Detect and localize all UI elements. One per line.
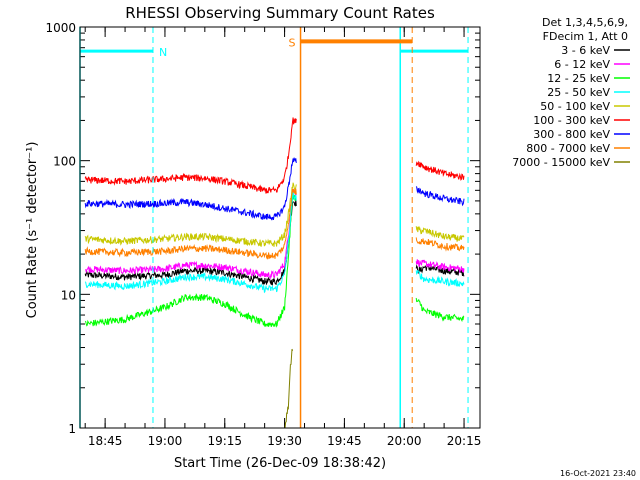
plot-frame [79,26,481,429]
annotation-label: N [159,46,167,59]
series-line-5 [84,117,465,194]
timestamp: 16-Oct-2021 23:40 [560,469,636,478]
x-tick-label: 20:00 [387,434,422,448]
legend-entry: 300 - 800 keV [533,128,610,141]
x-tick-label: 18:45 [88,434,123,448]
series-line-2 [84,194,465,328]
legend-entry: 800 - 7000 keV [526,142,610,155]
legend-header: Det 1,3,4,5,6,9, [542,16,628,29]
y-tick-label: 1 [68,422,76,436]
series-line-6 [84,156,465,221]
y-tick-label: 10 [61,288,76,302]
x-tick-label: 19:30 [267,434,302,448]
plot-area: 1 10 100 1000 18:45 19:00 19:15 19:30 19:45 20:00… [45,21,481,448]
legend-entry: 50 - 100 keV [540,100,610,113]
x-tick-label: 19:15 [207,434,242,448]
legend-entry: 7000 - 15000 keV [512,156,610,169]
legend-header: FDecim 1, Att 0 [543,30,628,43]
x-tick-label: 20:15 [447,434,482,448]
chart-title: RHESSI Observing Summary Count Rates [125,4,435,22]
series-line-4 [84,182,465,247]
series-line-7 [84,188,465,260]
x-tick-label: 19:45 [327,434,362,448]
series-line-1 [85,188,465,280]
legend-entry: 6 - 12 keV [554,58,610,71]
legend: Det 1,3,4,5,6,9,FDecim 1, Att 03 - 6 keV… [512,16,630,169]
y-axis-label: Count Rate (s⁻¹ detector⁻¹) [25,142,40,319]
legend-entry: 12 - 25 keV [547,72,610,85]
y-tick-label: 100 [53,155,76,169]
x-axis-label: Start Time (26-Dec-09 18:38:42) [174,456,386,471]
x-tick-label: 19:00 [148,434,183,448]
legend-entry: 100 - 300 keV [533,114,610,127]
series-line-3 [84,192,465,294]
legend-entry: 3 - 6 keV [561,44,610,57]
series-line-8 [284,348,294,429]
legend-entry: 25 - 50 keV [547,86,610,99]
annotation-label: S [289,36,296,49]
y-tick-label: 1000 [45,21,76,35]
